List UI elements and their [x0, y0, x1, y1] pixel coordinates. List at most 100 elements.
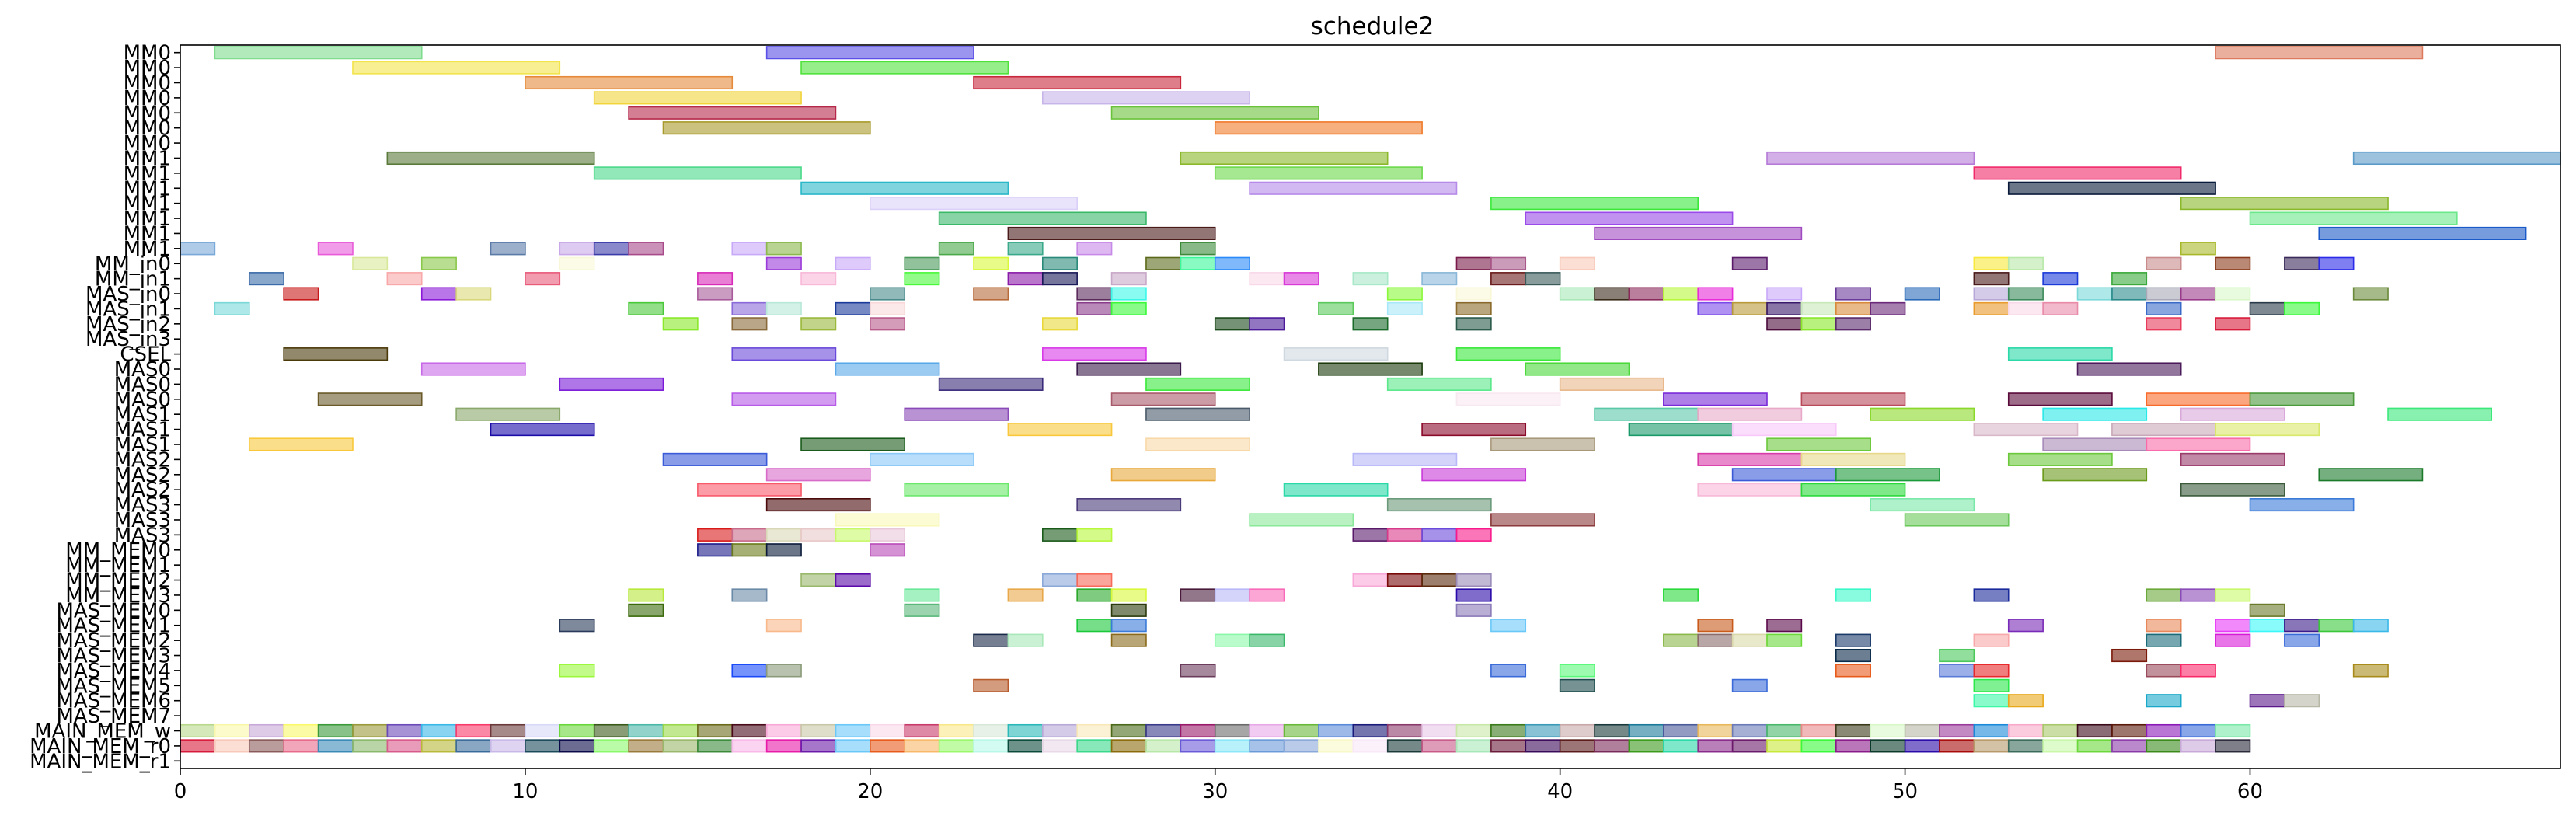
task-bar — [1594, 739, 1630, 753]
task-bar — [1697, 301, 1734, 315]
task-bar — [1973, 256, 2010, 270]
task-bar — [1835, 739, 1871, 753]
x-tick-label: 30 — [1202, 780, 1228, 803]
task-bar — [628, 739, 664, 753]
task-bar — [1697, 452, 1803, 466]
task-bar — [1214, 256, 1250, 270]
task-bar — [1628, 423, 1734, 437]
y-tick-label: MAS3 — [114, 509, 171, 532]
task-bar — [1731, 723, 1768, 738]
task-bar — [870, 739, 906, 753]
task-bar — [765, 739, 802, 753]
task-bar — [214, 46, 423, 60]
task-bar — [1870, 723, 1906, 738]
task-bar — [1007, 588, 1044, 602]
task-bar — [628, 106, 837, 120]
y-tick-label: MAS_MEM7 — [56, 705, 171, 728]
task-bar — [525, 272, 561, 286]
task-bar — [2180, 723, 2216, 738]
y-tick-label: MM0 — [124, 71, 171, 95]
task-bar — [420, 739, 457, 753]
task-bar — [1904, 287, 1940, 301]
task-bar — [1214, 633, 1250, 647]
task-bar — [559, 256, 595, 270]
task-bar — [1076, 739, 1113, 753]
task-bar — [1559, 664, 1595, 678]
task-bar — [1731, 633, 1768, 647]
task-bar — [1525, 739, 1561, 753]
task-bar — [1697, 407, 1803, 421]
y-tick-label: MM_in0 — [95, 253, 171, 276]
task-bar — [248, 272, 284, 286]
task-bar — [2180, 407, 2285, 421]
task-bar — [1249, 588, 1285, 602]
task-bar — [2180, 287, 2216, 301]
task-bar — [870, 543, 906, 557]
task-bar — [835, 573, 871, 587]
task-bar — [1421, 723, 1458, 738]
task-bar — [1766, 619, 1803, 633]
task-bar — [1870, 301, 1906, 315]
task-bar — [2215, 256, 2251, 270]
task-bar — [1594, 407, 1699, 421]
task-bar — [1145, 723, 1182, 738]
task-bar — [697, 723, 734, 738]
task-bar — [870, 301, 906, 315]
task-bar — [2387, 407, 2493, 421]
task-bar — [2007, 723, 2044, 738]
task-bar — [1214, 317, 1250, 331]
task-bar — [904, 272, 940, 286]
task-bar — [1249, 633, 1285, 647]
task-bar — [2284, 619, 2320, 633]
task-bar — [870, 528, 906, 542]
x-tick-label: 0 — [174, 780, 187, 803]
task-bar — [1076, 619, 1113, 633]
task-bar — [1110, 468, 1216, 482]
task-bar — [1110, 739, 1147, 753]
task-bar — [1283, 272, 1319, 286]
task-bar — [2215, 588, 2251, 602]
task-bar — [1800, 317, 1837, 331]
task-bar — [1973, 664, 2010, 678]
task-bar — [1076, 588, 1113, 602]
task-bar — [731, 528, 768, 542]
task-bar — [455, 407, 561, 421]
task-bar — [214, 301, 250, 315]
y-tick-label: MM_MEM0 — [65, 539, 171, 563]
task-bar — [628, 603, 664, 617]
task-bar — [2076, 723, 2113, 738]
y-tick-label: MM0 — [124, 132, 171, 155]
task-bar — [904, 407, 1009, 421]
task-bar — [1076, 362, 1182, 376]
task-bar — [2007, 619, 2044, 633]
task-bar — [593, 166, 802, 180]
task-bar — [1386, 498, 1492, 512]
task-bar — [2076, 287, 2113, 301]
task-bar — [2215, 46, 2424, 60]
task-bar — [1731, 256, 1768, 270]
task-bar — [835, 739, 871, 753]
task-bar — [1283, 483, 1389, 497]
y-tick-label: MAS3 — [114, 524, 171, 547]
task-bar — [1145, 377, 1250, 391]
task-bar — [1973, 301, 2010, 315]
task-bar — [490, 423, 595, 437]
task-bar — [2215, 317, 2251, 331]
task-bar — [283, 723, 319, 738]
task-bar — [800, 528, 837, 542]
task-bar — [1421, 272, 1458, 286]
task-bar — [800, 61, 1009, 75]
task-bar — [386, 723, 423, 738]
task-bar — [1455, 392, 1561, 406]
task-bar — [628, 723, 664, 738]
task-bar — [1283, 723, 1319, 738]
x-tick-label: 60 — [2237, 780, 2263, 803]
task-bar — [2007, 301, 2044, 315]
task-bar — [1766, 437, 1871, 451]
task-bar — [2249, 211, 2458, 225]
task-bar — [2007, 694, 2044, 708]
task-bar — [697, 543, 734, 557]
task-bar — [662, 452, 768, 466]
task-bar — [1455, 287, 1492, 301]
task-bar — [2007, 392, 2113, 406]
